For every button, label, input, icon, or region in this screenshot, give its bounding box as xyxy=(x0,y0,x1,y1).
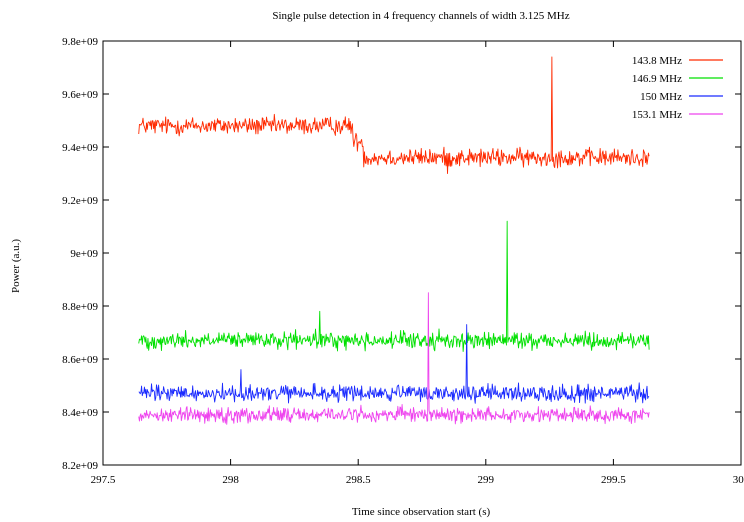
series-line xyxy=(138,220,650,352)
series-layer xyxy=(138,56,650,425)
x-tick-label: 300 xyxy=(733,474,744,486)
legend-label: 143.8 MHz xyxy=(632,55,682,67)
y-tick-label: 8.4e+09 xyxy=(62,407,98,419)
x-tick-label: 298 xyxy=(222,474,239,486)
y-tick-label: 9e+09 xyxy=(70,248,98,260)
x-axis-ticks: 297.5 298 298.5 299 299.5 300 xyxy=(91,41,744,486)
y-tick-label: 8.8e+09 xyxy=(62,301,98,313)
legend-label: 146.9 MHz xyxy=(632,73,682,85)
chart-title: Single pulse detection in 4 frequency ch… xyxy=(272,10,569,22)
x-tick-label: 298.5 xyxy=(346,474,371,486)
x-tick-label: 299.5 xyxy=(601,474,626,486)
series-line xyxy=(138,292,650,425)
x-axis-label: Time since observation start (s) xyxy=(352,506,491,518)
series-line xyxy=(138,324,650,404)
plot-frame xyxy=(102,40,742,466)
x-tick-label: 297.5 xyxy=(91,474,116,486)
y-tick-label: 9.2e+09 xyxy=(62,195,98,207)
y-axis-ticks: 8.2e+09 8.4e+09 8.6e+09 8.8e+09 9e+09 9.2e+09… xyxy=(62,36,741,472)
legend-label: 153.1 MHz xyxy=(632,109,682,121)
legend: 143.8 MHz 146.9 MHz 150 MHz 153.1 MHz xyxy=(632,55,723,121)
legend-label: 150 MHz xyxy=(640,91,682,103)
y-tick-label: 8.2e+09 xyxy=(62,460,98,472)
y-axis-label: Power (a.u.) xyxy=(10,239,22,293)
x-tick-label: 299 xyxy=(478,474,495,486)
y-tick-label: 9.4e+09 xyxy=(62,142,98,154)
series-line xyxy=(138,56,650,174)
y-tick-label: 8.6e+09 xyxy=(62,354,98,366)
y-tick-label: 9.8e+09 xyxy=(62,36,98,48)
y-tick-label: 9.6e+09 xyxy=(62,89,98,101)
